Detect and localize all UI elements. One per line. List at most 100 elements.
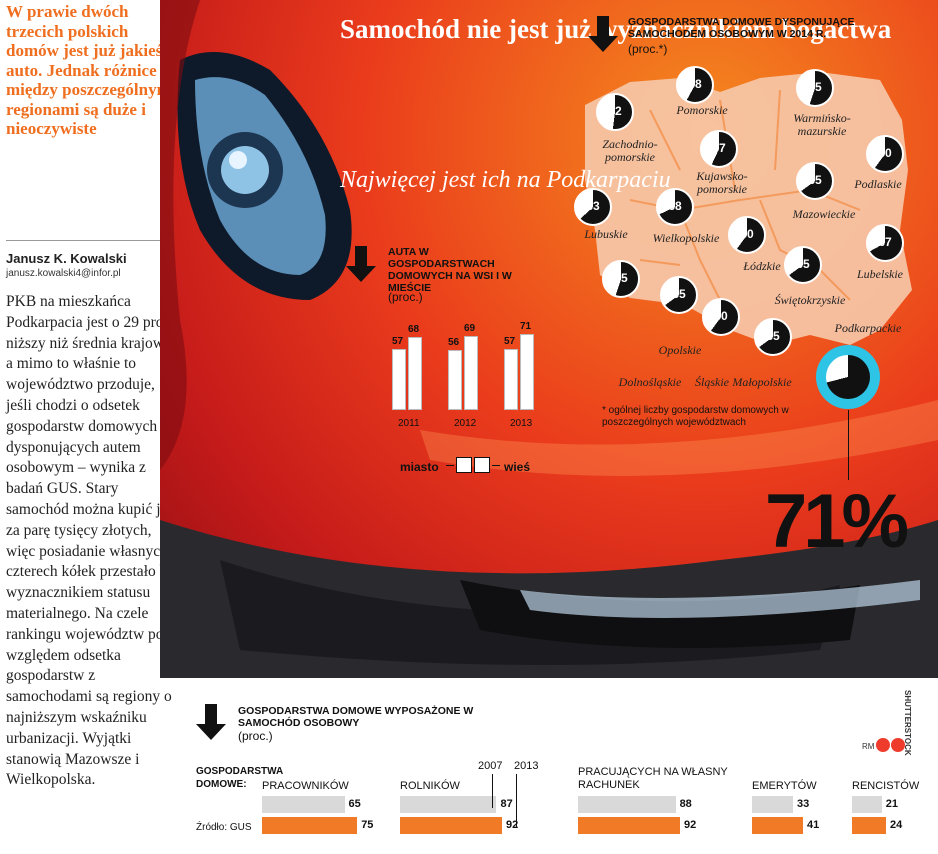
author-name: Janusz K. Kowalski bbox=[6, 251, 127, 266]
year-2013-label: 2013 bbox=[514, 760, 539, 772]
pie-lubuskie: 63 bbox=[574, 188, 612, 226]
pie-value: 65 bbox=[672, 287, 686, 301]
pie-pomorskie: 58 bbox=[676, 66, 714, 104]
pie-value: 57 bbox=[712, 141, 726, 155]
legend-city-label: miasto bbox=[400, 460, 439, 474]
region-label: Podkarpackie bbox=[834, 321, 902, 335]
photo-credit: SHUTTERSTOCK bbox=[903, 690, 912, 756]
region-label: Łódzkie bbox=[743, 259, 781, 273]
bar-value-miasto-2012: 56 bbox=[448, 337, 460, 349]
pie-value: 52 bbox=[608, 104, 622, 118]
region-label: Dolnośląskie bbox=[618, 375, 682, 389]
year-label-2012: 2012 bbox=[454, 418, 477, 429]
pie-łódzkie: 60 bbox=[728, 216, 766, 254]
pie-wielkopolskie: 68 bbox=[656, 188, 694, 226]
bar-value-wieś-2013: 71 bbox=[520, 321, 532, 333]
bar-value-wieś-2012: 69 bbox=[464, 323, 476, 335]
bar-value-miasto-2013: 57 bbox=[504, 336, 516, 348]
pie-value: 65 bbox=[766, 329, 780, 343]
category-label: PRACUJĄCYCH NA WŁASNY RACHUNEK bbox=[578, 766, 728, 791]
pie-śląskie: 60 bbox=[702, 298, 740, 336]
pie-warmińskomazurskie: 55 bbox=[796, 69, 834, 107]
hbar-value: 87 bbox=[500, 798, 513, 810]
pie-zachodniopomorskie: 52 bbox=[596, 93, 634, 131]
pie-value: 55 bbox=[614, 271, 628, 285]
hbar-2007 bbox=[752, 796, 794, 813]
hbar-2013 bbox=[400, 817, 502, 834]
divider bbox=[6, 240, 166, 241]
pie-lubelskie: 67 bbox=[866, 224, 904, 262]
pie-opolskie: 65 bbox=[660, 276, 698, 314]
bar-miasto-2013 bbox=[504, 349, 518, 410]
pie-value: 60 bbox=[714, 309, 728, 323]
category-label: PRACOWNIKÓW bbox=[262, 780, 349, 792]
arrow-down-icon bbox=[196, 704, 226, 740]
year-label-2013: 2013 bbox=[510, 418, 533, 429]
hbar-2013 bbox=[578, 817, 680, 834]
region-label: Lubelskie bbox=[857, 267, 903, 281]
subheadline: Najwięcej jest ich na Podkarpaciu bbox=[340, 167, 671, 193]
hbar-value: 75 bbox=[361, 819, 374, 831]
hbar-value: 65 bbox=[348, 798, 361, 810]
pie-value: 55 bbox=[808, 80, 822, 94]
bar-value-wieś-2011: 68 bbox=[408, 324, 420, 336]
pie-value: 60 bbox=[740, 227, 754, 241]
region-label: Małopolskie bbox=[732, 375, 792, 389]
region-label: Świętokrzyskie bbox=[774, 293, 846, 307]
pie-małopolskie: 65 bbox=[754, 318, 792, 356]
pie-value: 60 bbox=[878, 146, 892, 160]
map-section-title: GOSPODARSTWA DOMOWE DYSPONUJĄCE SAMOCHOD… bbox=[628, 16, 855, 40]
hbar-2013 bbox=[262, 817, 358, 834]
region-label: Opolskie bbox=[658, 343, 702, 357]
pie-value: 63 bbox=[586, 199, 600, 213]
pie-value: 67 bbox=[878, 235, 892, 249]
pie-kujawskopomorskie: 57 bbox=[700, 130, 738, 168]
region-label: Warmińsko-mazurskie bbox=[793, 111, 851, 138]
arrow-down-icon bbox=[346, 246, 376, 282]
bars-section-title: AUTA W GOSPODARSTWACH DOMOWYCH NA WSI I … bbox=[388, 246, 512, 294]
households-section-title: GOSPODARSTWA DOMOWE WYPOSAŻONE W SAMOCHÓ… bbox=[238, 705, 474, 729]
hbar-value: 24 bbox=[890, 819, 903, 831]
highlight-value: 71% bbox=[765, 479, 909, 564]
legend-arrow-left bbox=[492, 465, 500, 466]
households-unit: (proc.) bbox=[238, 729, 273, 743]
logo-p-icon bbox=[891, 738, 905, 752]
pie-dolnośląskie: 55 bbox=[602, 260, 640, 298]
bar-wieś-2011 bbox=[408, 337, 422, 410]
region-label: Śląskie bbox=[695, 375, 729, 389]
legend-arrow-right bbox=[446, 465, 454, 466]
hbar-value: 92 bbox=[684, 819, 697, 831]
bars-unit: (proc.) bbox=[388, 290, 423, 304]
legend-swatch-village bbox=[474, 457, 490, 473]
hbar-value: 21 bbox=[885, 798, 898, 810]
region-label: Podlaskie bbox=[854, 177, 902, 191]
arrow-down-icon bbox=[588, 16, 618, 52]
category-label: ROLNIKÓW bbox=[400, 780, 460, 792]
hbar-2013 bbox=[852, 817, 886, 834]
row-label: GOSPODARSTWA DOMOWE: bbox=[196, 766, 283, 790]
hbar-2007 bbox=[852, 796, 882, 813]
region-label: Zachodnio-pomorskie bbox=[602, 137, 658, 164]
year-label-2011: 2011 bbox=[398, 418, 420, 429]
bar-value-miasto-2011: 57 bbox=[392, 336, 404, 348]
year-2013-pointer bbox=[516, 774, 517, 828]
logo-c-icon bbox=[876, 738, 890, 752]
bar-miasto-2012 bbox=[448, 350, 462, 410]
hbar-2007 bbox=[400, 796, 497, 813]
pie-value: 65 bbox=[796, 257, 810, 271]
pie-value: 68 bbox=[668, 199, 682, 213]
bar-wieś-2012 bbox=[464, 336, 478, 410]
region-label: Mazowieckie bbox=[792, 207, 856, 221]
pie-value: 58 bbox=[688, 77, 702, 91]
headline: Samochód nie jest już wyznacznikiem boga… bbox=[340, 14, 892, 44]
legend-village-label: wieś bbox=[504, 460, 531, 474]
hbar-value: 88 bbox=[679, 798, 692, 810]
pie-value: 65 bbox=[808, 173, 822, 187]
bar-miasto-2011 bbox=[392, 349, 406, 410]
hbar-2007 bbox=[578, 796, 676, 813]
author-email[interactable]: janusz.kowalski4@infor.pl bbox=[6, 268, 121, 279]
pie-mazowieckie: 65 bbox=[796, 162, 834, 200]
car-illustration bbox=[160, 0, 938, 678]
lead-paragraph: W prawie dwóch trzecich polskich domów j… bbox=[6, 2, 176, 138]
region-label: Wielkopolskie bbox=[652, 231, 720, 245]
